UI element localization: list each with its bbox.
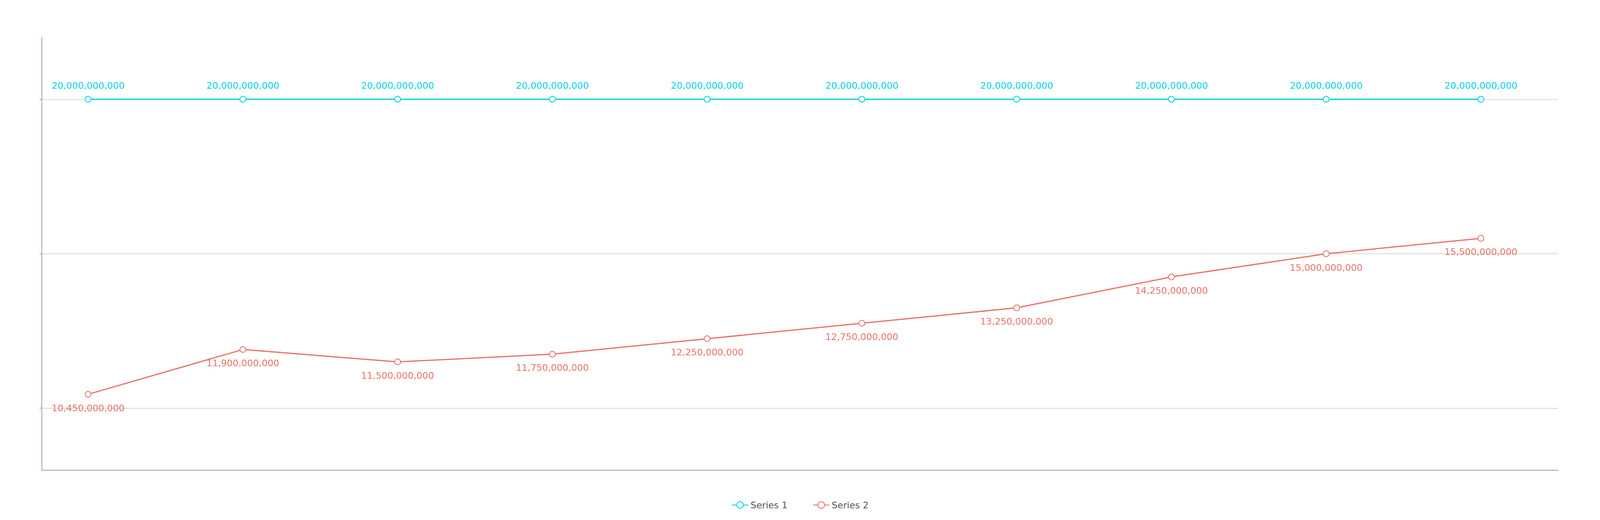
- svg-text:20,000,000,000: 20,000,000,000: [825, 80, 899, 91]
- svg-text:Series 2: Series 2: [831, 500, 869, 511]
- svg-text:10,450,000,000: 10,450,000,000: [51, 402, 125, 414]
- svg-text:20,000,000,000: 20,000,000,000: [361, 80, 435, 91]
- svg-text:12,250,000,000: 12,250,000,000: [670, 347, 744, 358]
- svg-text:20,000,000,000: 20,000,000,000: [51, 80, 125, 91]
- svg-text:11,900,000,000: 11,900,000,000: [206, 357, 280, 369]
- svg-text:20,000,000,000: 20,000,000,000: [515, 80, 589, 91]
- svg-text:11,500,000,000: 11,500,000,000: [361, 370, 435, 381]
- svg-text:13,250,000,000: 13,250,000,000: [980, 316, 1054, 327]
- svg-text:20,000,000,000: 20,000,000,000: [1135, 80, 1208, 91]
- svg-text:15,000,000,000: 15,000,000,000: [1289, 262, 1363, 273]
- svg-text:20,000,000,000: 20,000,000,000: [1289, 80, 1363, 91]
- svg-text:20,000,000,000: 20,000,000,000: [980, 80, 1054, 91]
- svg-text:Series 1: Series 1: [750, 500, 788, 511]
- svg-text:20,000,000,000: 20,000,000,000: [1444, 80, 1518, 91]
- svg-text:12,750,000,000: 12,750,000,000: [825, 331, 899, 343]
- svg-text:20,000,000,000: 20,000,000,000: [670, 80, 744, 91]
- svg-text:14,250,000,000: 14,250,000,000: [1135, 285, 1208, 296]
- svg-text:20,000,000,000: 20,000,000,000: [206, 80, 280, 91]
- svg-text:11,750,000,000: 11,750,000,000: [515, 362, 589, 373]
- svg-text:15,500,000,000: 15,500,000,000: [1444, 246, 1518, 258]
